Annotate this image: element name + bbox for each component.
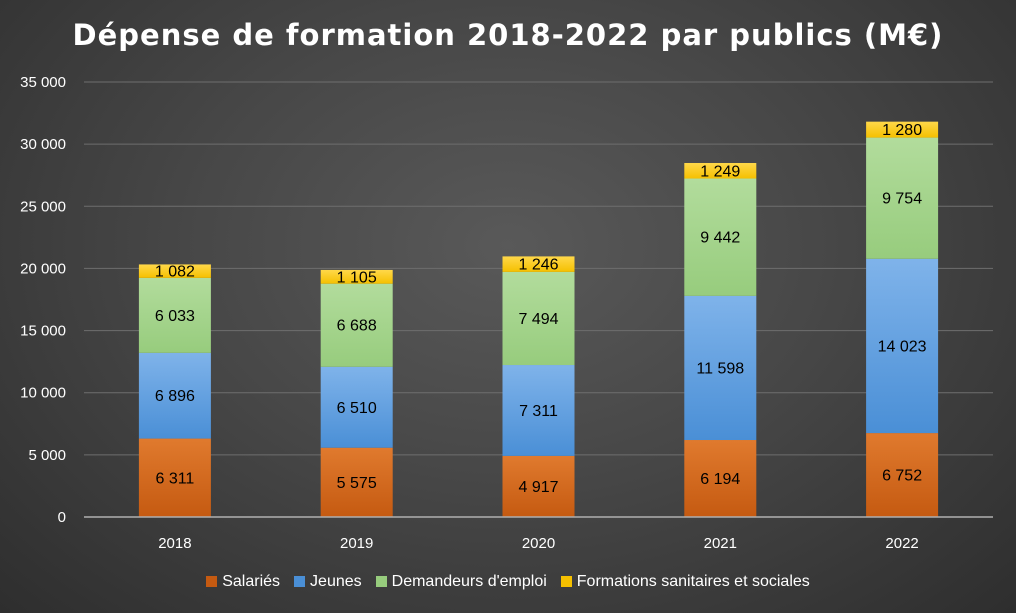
data-label: 6 510 — [337, 400, 377, 417]
data-label: 6 752 — [882, 468, 922, 485]
legend-label: Demandeurs d'emploi — [391, 573, 547, 590]
legend-item: Salariés — [206, 573, 280, 591]
x-tick-label: 2019 — [340, 535, 373, 552]
legend-swatch — [294, 576, 306, 587]
bar-segment — [502, 365, 575, 456]
x-tick-label: 2020 — [522, 535, 555, 552]
data-label: 1 280 — [882, 122, 922, 139]
y-tick-label: 25 000 — [20, 198, 66, 215]
data-label: 6 896 — [155, 388, 195, 405]
legend-swatch — [560, 576, 572, 587]
x-tick-label: 2018 — [158, 535, 191, 552]
legend-item: Formations sanitaires et sociales — [560, 573, 810, 591]
x-tick-label: 2021 — [704, 535, 737, 552]
bar-segment — [866, 121, 939, 138]
data-label: 1 082 — [155, 264, 195, 281]
bar-segment — [138, 277, 211, 353]
data-label: 6 688 — [337, 318, 377, 335]
data-label: 1 249 — [700, 163, 740, 180]
bar-segment — [138, 438, 211, 517]
bar-segment — [138, 264, 211, 278]
data-label: 6 033 — [155, 308, 195, 325]
bar-segment — [866, 137, 939, 259]
y-tick-label: 0 — [58, 509, 66, 526]
data-label: 14 023 — [878, 338, 927, 355]
bar-segment — [866, 433, 939, 517]
y-tick-label: 30 000 — [20, 136, 66, 153]
legend-item: Jeunes — [294, 573, 362, 591]
axes: 0 5 000 10 000 15 000 20 000 25 000 30 000 35 0… — [20, 74, 993, 552]
data-label: 5 575 — [337, 475, 377, 492]
legend-label: Formations sanitaires et sociales — [576, 573, 810, 590]
bar-segment — [320, 283, 393, 367]
legend: Salariés Jeunes Demandeurs d'emploi Formati… — [0, 573, 1016, 591]
data-label: 7 494 — [518, 311, 558, 328]
bar-segment — [502, 455, 575, 517]
y-tick-label: 20 000 — [20, 260, 66, 277]
legend-label: Jeunes — [310, 573, 362, 590]
data-label: 9 442 — [700, 230, 740, 247]
data-label: 1 246 — [518, 257, 558, 274]
bar-segment — [684, 162, 757, 179]
y-tick-label: 35 000 — [20, 74, 66, 91]
y-tick-label: 10 000 — [20, 385, 66, 402]
bar-segment — [866, 258, 939, 434]
bar-segment — [684, 440, 757, 517]
bar-segment — [684, 295, 757, 441]
data-label: 9 754 — [882, 191, 922, 208]
bar-segment — [320, 447, 393, 517]
y-tick-label: 15 000 — [20, 323, 66, 340]
bar-segment — [684, 178, 757, 296]
y-tick-label: 5 000 — [28, 447, 66, 464]
data-label: 6 194 — [700, 471, 740, 488]
legend-swatch — [375, 576, 387, 587]
chart-title: Dépense de formation 2018-2022 par publi… — [72, 18, 944, 52]
data-label: 6 311 — [155, 470, 194, 487]
data-label: 7 311 — [519, 403, 558, 420]
x-tick-label: 2022 — [885, 535, 918, 552]
legend-label: Salariés — [222, 573, 281, 590]
bar-segment — [502, 256, 575, 272]
bar-segment — [320, 269, 393, 284]
legend-item: Demandeurs d'emploi — [375, 573, 547, 591]
data-label: 1 105 — [337, 269, 377, 286]
bar-segment — [320, 366, 393, 448]
bars: 6 311 6 896 6 033 1 082 5 575 6 510 6 688 1 105… — [138, 121, 939, 517]
data-label: 11 598 — [696, 360, 744, 377]
bar-segment — [138, 352, 211, 439]
legend-swatch — [206, 576, 218, 587]
data-label: 4 917 — [518, 479, 558, 496]
bar-segment — [502, 271, 575, 366]
